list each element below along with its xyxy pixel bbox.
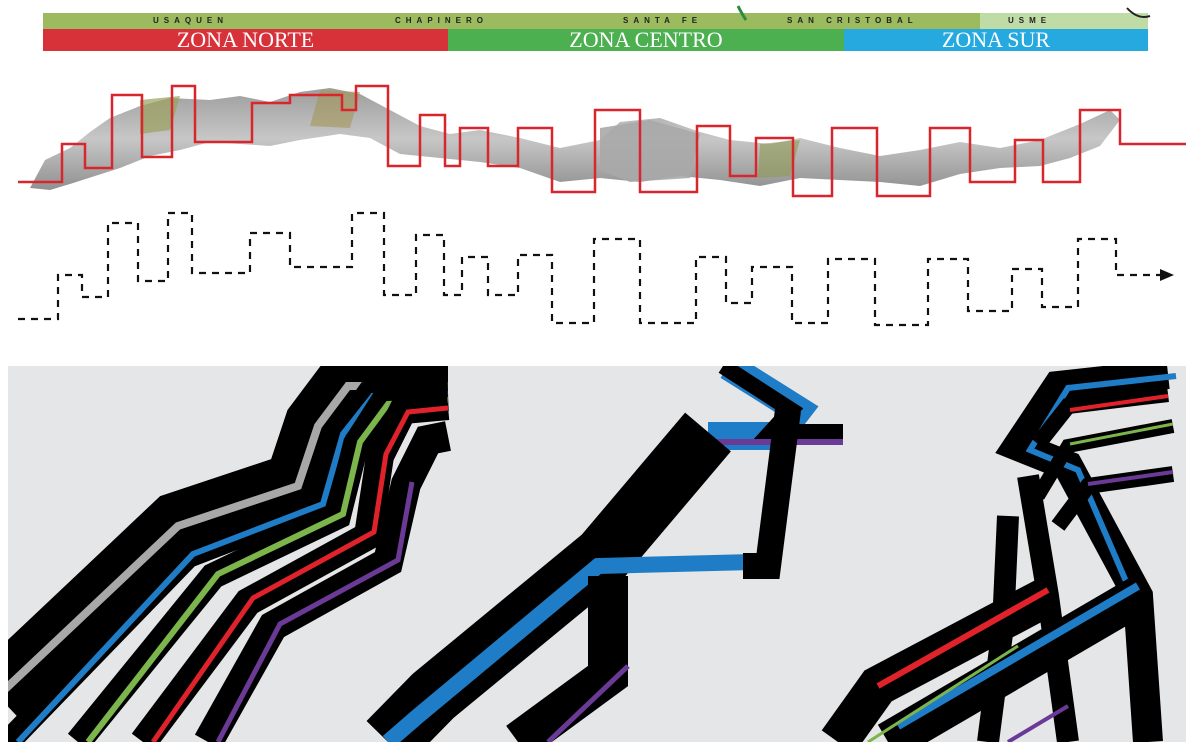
map-silhouette-diagram <box>18 84 1186 198</box>
zone-label: ZONA NORTE <box>176 27 315 52</box>
zone-bar-north: ZONA NORTE <box>43 29 448 51</box>
route-bundle-middle <box>366 366 843 742</box>
dashed-zigzag-path <box>18 211 1162 327</box>
route-bundle-right <box>821 366 1177 742</box>
locality-strip-end <box>980 13 1148 29</box>
arrow-head-icon <box>1160 269 1174 281</box>
route-bands-panel <box>8 366 1186 742</box>
strip-decorations <box>736 5 1151 21</box>
locality-label: SAN CRISTOBAL <box>787 16 918 25</box>
dashed-zigzag-diagram <box>18 211 1174 327</box>
zone-bar-center: ZONA CENTRO <box>448 29 844 51</box>
locality-labels: USAQUEN CHAPINERO SANTA FE SAN CRISTOBAL… <box>43 13 1148 29</box>
locality-label: SANTA FE <box>623 16 703 25</box>
city-map-shape <box>30 88 1120 190</box>
locality-label: USAQUEN <box>153 16 229 25</box>
zone-bar-south: ZONA SUR <box>844 29 1148 51</box>
locality-label: USME <box>1008 16 1052 25</box>
route-bundle-left <box>8 366 451 742</box>
zone-label: ZONA SUR <box>941 27 1051 52</box>
red-zigzag-path <box>18 84 1186 198</box>
locality-strip <box>43 13 1148 29</box>
zone-label: ZONA CENTRO <box>569 27 723 52</box>
locality-label: CHAPINERO <box>395 16 489 25</box>
